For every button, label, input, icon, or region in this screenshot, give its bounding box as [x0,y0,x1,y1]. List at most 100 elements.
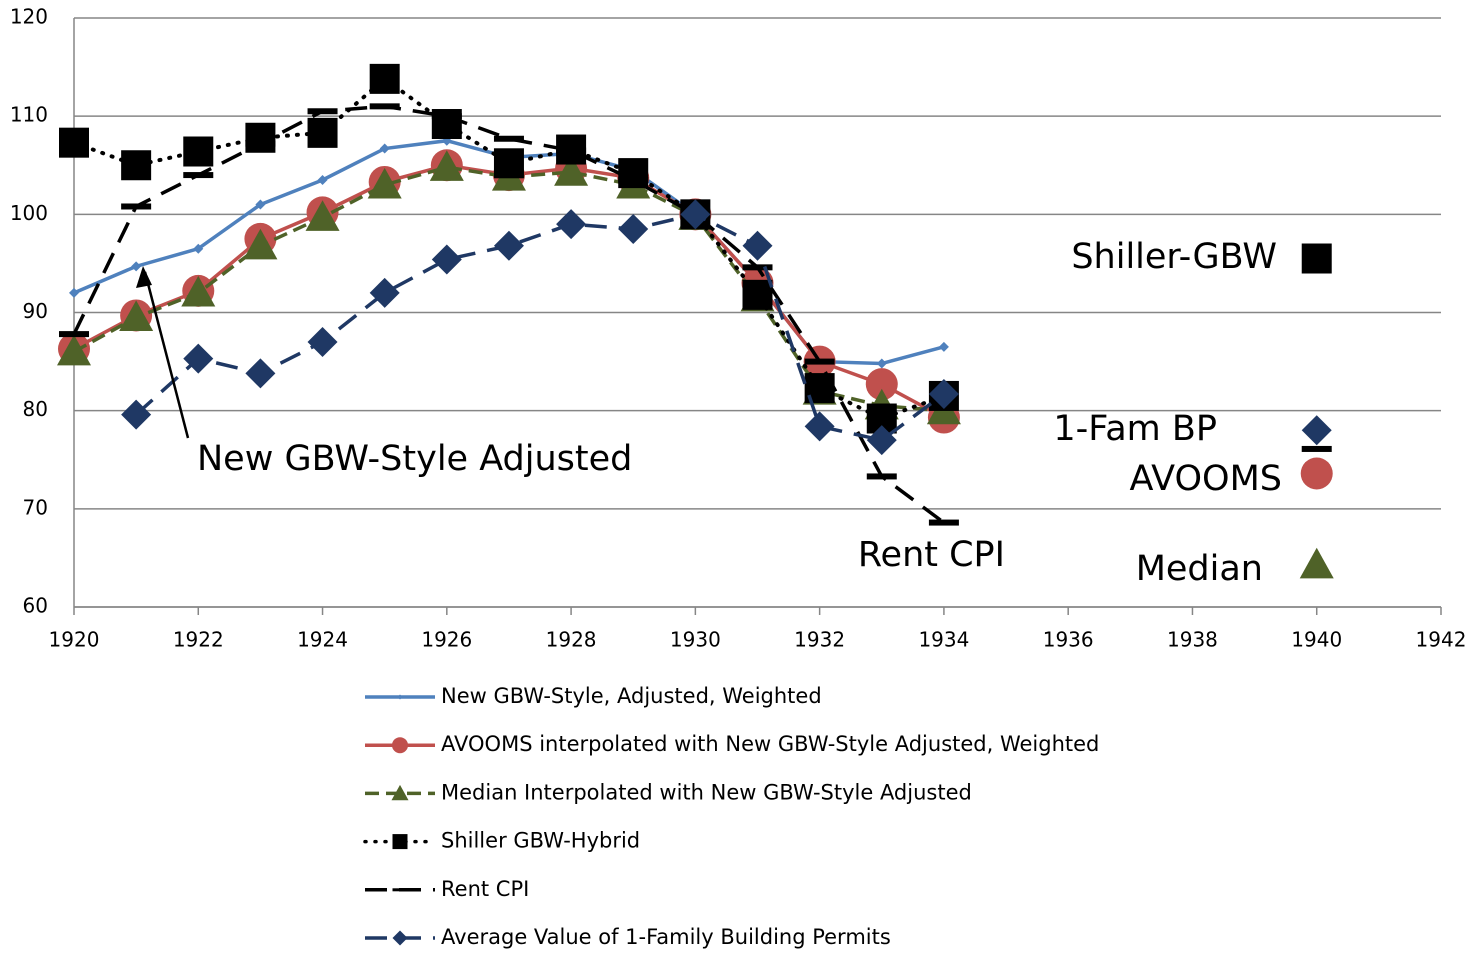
marker [121,203,152,210]
marker [556,147,587,154]
marker [618,158,649,189]
marker [369,63,400,94]
marker [121,399,152,430]
marker [804,373,835,404]
marker [554,155,589,186]
marker [1301,415,1332,446]
annotation-arrow [143,271,190,439]
marker [379,143,390,154]
marker [1300,457,1333,490]
x-tick-label: 1932 [794,628,845,652]
legend-label: Shiller GBW-Hybrid [441,829,640,853]
y-tick-label: 120 [10,5,48,29]
marker [429,150,464,181]
annotation: New GBW-Style Adjusted [197,439,632,479]
legend-label: Average Value of 1-Family Building Permi… [441,925,891,949]
y-tick-label: 100 [10,201,48,225]
legend-label: New GBW-Style, Adjusted, Weighted [441,684,822,708]
marker [866,473,897,480]
marker [928,519,959,526]
annotation: 1-Fam BP [1053,409,1217,449]
marker [307,108,338,115]
marker [928,378,959,409]
marker [804,411,835,442]
x-tick-label: 1936 [1043,628,1094,652]
marker [618,176,649,183]
marker [183,343,214,374]
marker [866,425,897,456]
marker [59,331,89,338]
marker [804,358,835,365]
marker [317,174,328,185]
arrow-head [136,266,152,288]
legend-marker [392,930,408,946]
marker [1299,547,1334,579]
marker [493,230,524,261]
annotation: Shiller-GBW [1071,237,1277,277]
marker [865,368,898,401]
marker [59,127,89,158]
legend-label: Rent CPI [441,877,529,901]
marker [369,277,400,308]
marker [245,122,276,153]
x-tick-label: 1922 [173,628,224,652]
y-tick-label: 90 [23,299,48,323]
marker [742,279,773,310]
annotation: AVOOMS [1129,459,1282,499]
marker [493,135,524,142]
marker [367,167,402,199]
marker [183,136,214,167]
marker [245,358,276,389]
marker [742,230,773,261]
legend-label: AVOOMS interpolated with New GBW-Style A… [441,732,1099,756]
marker [680,199,711,230]
marker [305,200,340,231]
marker [938,341,949,352]
marker [1301,445,1332,452]
x-tick-label: 1926 [421,628,472,652]
x-tick-label: 1920 [49,628,100,652]
x-tick-label: 1930 [670,628,721,652]
marker [618,214,649,245]
x-tick-label: 1942 [1416,628,1467,652]
legend-marker [392,834,408,850]
marker [181,275,216,307]
marker [307,326,338,357]
marker [493,148,524,179]
annotation: Median [1136,549,1263,589]
x-tick-label: 1938 [1167,628,1218,652]
marker [556,209,587,240]
x-tick-label: 1928 [546,628,597,652]
legend-marker [391,784,409,801]
marker [742,264,773,271]
y-tick-label: 80 [23,397,48,421]
marker [193,243,204,254]
marker [183,172,214,179]
marker [131,261,142,272]
legend-marker [392,888,408,892]
marker [119,300,154,332]
y-tick-label: 110 [10,103,48,127]
marker [255,199,266,210]
y-tick-label: 60 [23,594,48,618]
marker [431,113,462,120]
marker [1301,243,1332,274]
marker [245,140,276,147]
marker [69,287,79,298]
marker [431,244,462,275]
x-tick-label: 1934 [918,628,969,652]
y-tick-label: 70 [23,495,48,519]
legend-marker [397,694,403,700]
marker [876,358,887,369]
annotation: Rent CPI [858,535,1005,575]
legend-marker [392,737,408,754]
legend-label: Median Interpolated with New GBW-Style A… [441,780,972,804]
marker [121,150,152,181]
x-tick-label: 1940 [1291,628,1342,652]
marker [243,228,278,260]
marker [57,334,91,366]
marker [369,103,400,110]
x-tick-label: 1924 [297,628,348,652]
marker [307,117,338,148]
